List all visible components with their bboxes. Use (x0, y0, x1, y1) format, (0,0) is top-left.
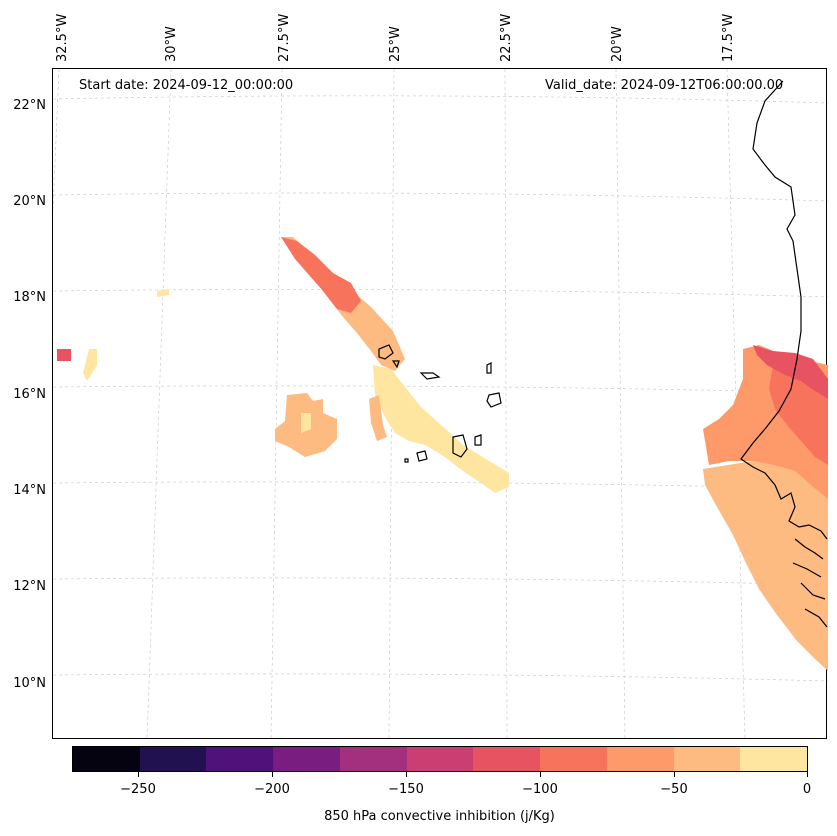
island-brava (404, 458, 409, 463)
island-sao-nicolau (419, 372, 441, 380)
colorbar-segment-0 (73, 747, 140, 771)
colorbar-tickmark (540, 772, 541, 777)
colorbar-tick-label: −200 (254, 782, 290, 797)
cin-patch-yellow-small (157, 289, 169, 297)
colorbar-tickmark (674, 772, 675, 777)
cin-patch-yellow-far-west (83, 349, 97, 381)
island-santo-antao (378, 344, 394, 360)
colorbar-segment-7 (540, 747, 607, 771)
island-maio (474, 434, 482, 446)
island-boa-vista (486, 392, 502, 408)
colorbar-tickmark (406, 772, 407, 777)
colorbar-segment-2 (206, 747, 274, 771)
lat-label-12n: 12°N (13, 579, 46, 594)
lat-label-16n: 16°N (13, 387, 46, 402)
lon-label-30w: 30°W (164, 26, 179, 62)
colorbar-tick-label: −150 (388, 782, 424, 797)
lon-label-20w: 20°W (610, 26, 625, 62)
map-canvas (53, 69, 828, 740)
graticule (53, 69, 828, 740)
lon-label-17-5w: 17.5°W (721, 13, 736, 62)
cin-region-red-africa (769, 365, 828, 465)
coastline-africa (740, 80, 828, 628)
lon-label-25w: 25°W (388, 26, 403, 62)
cin-region-orange-africa-south (703, 461, 828, 671)
cin-patch-yellow-west (301, 413, 311, 433)
start-date-annotation: Start date: 2024-09-12_00:00:00 (79, 78, 294, 93)
colorbar-segment-4 (339, 747, 407, 771)
island-fogo (416, 450, 428, 462)
cin-band-red-diagonal (281, 237, 361, 313)
cin-band-orange-lower (369, 395, 387, 441)
lon-label-32-5w: 32.5°W (55, 13, 70, 62)
lat-label-20n: 20°N (13, 194, 46, 209)
colorbar-tickmark (138, 772, 139, 777)
colorbar (72, 746, 808, 772)
island-santiago (452, 434, 468, 458)
lat-label-10n: 10°N (13, 676, 46, 691)
map-panel (52, 68, 828, 740)
lat-label-22n: 22°N (13, 98, 46, 113)
coastlines (378, 80, 828, 628)
lon-label-27-5w: 27.5°W (277, 13, 292, 62)
colorbar-segment-1 (139, 747, 207, 771)
colorbar-tick-label: −250 (120, 782, 156, 797)
colorbar-tick-label: −100 (522, 782, 558, 797)
colorbar-tick-label: 0 (802, 782, 812, 797)
lon-label-22-5w: 22.5°W (499, 13, 514, 62)
colorbar-segment-10 (740, 747, 808, 771)
colorbar-segment-6 (473, 747, 541, 771)
cin-region-crimson-africa (753, 345, 828, 399)
colorbar-tickmark (272, 772, 273, 777)
island-sal (486, 362, 492, 374)
island-sao-vicente (391, 360, 400, 369)
colorbar-label: 850 hPa convective inhibition (j/Kg) (324, 809, 555, 824)
cin-patch-red-far-west (57, 349, 71, 361)
colorbar-segment-8 (606, 747, 674, 771)
cin-field (57, 237, 828, 671)
colorbar-segment-3 (273, 747, 340, 771)
lat-label-18n: 18°N (13, 290, 46, 305)
colorbar-tickmark (807, 772, 808, 777)
colorbar-segment-5 (406, 747, 474, 771)
colorbar-segment-9 (673, 747, 741, 771)
valid-date-annotation: Valid_date: 2024-09-12T06:00:00.00 (545, 78, 784, 93)
cin-band-yellow-diagonal (373, 365, 509, 493)
colorbar-tick-label: −50 (660, 782, 688, 797)
lat-label-14n: 14°N (13, 483, 46, 498)
